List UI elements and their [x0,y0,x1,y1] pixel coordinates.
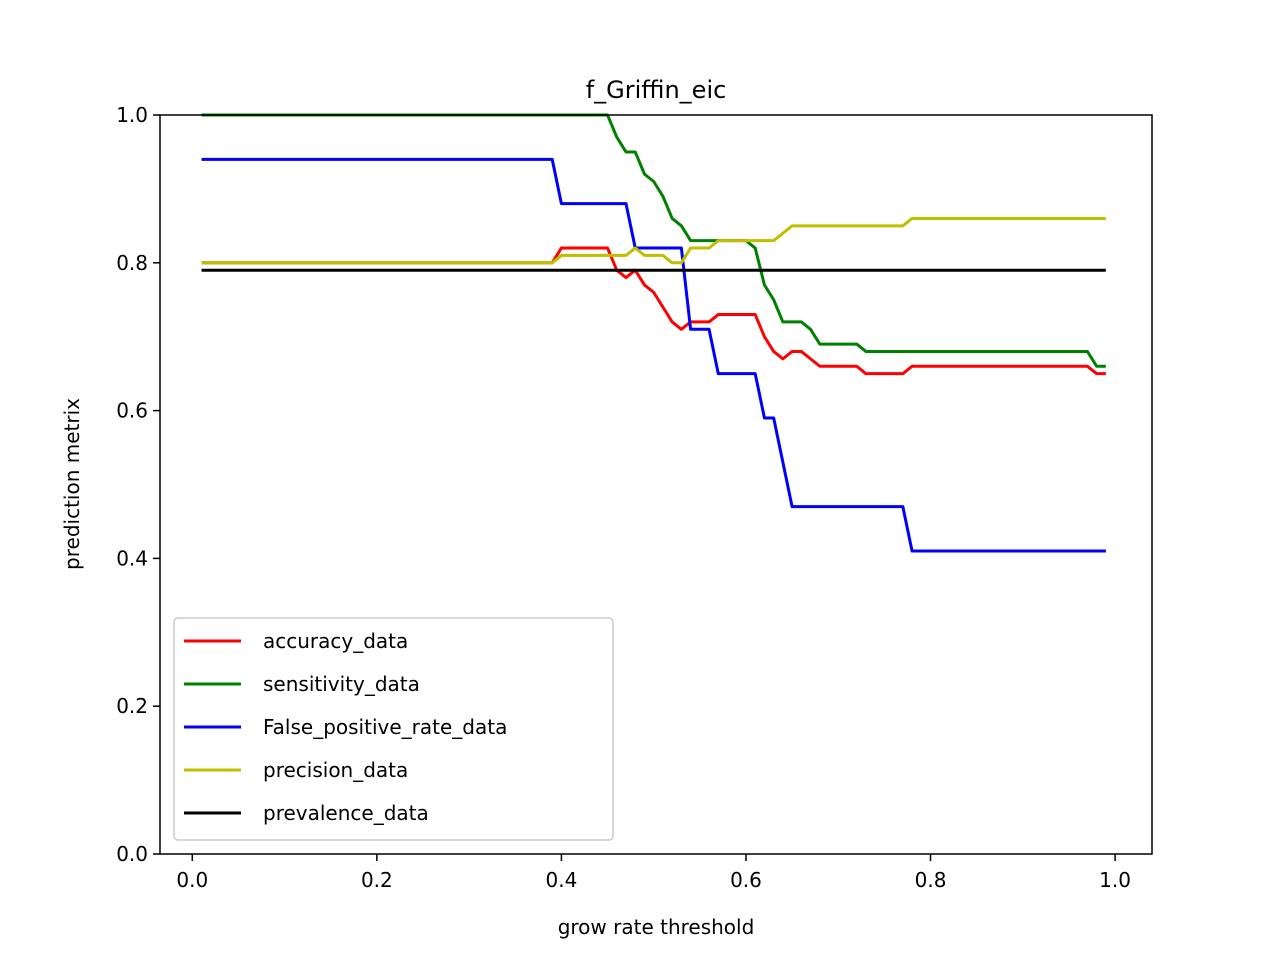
y-tick-label: 0.6 [116,399,148,423]
legend-label: sensitivity_data [263,672,420,696]
series-line-2 [201,157,1106,553]
y-tick-label: 1.0 [116,103,148,127]
chart-title: f_Griffin_eic [586,76,727,104]
legend-frame [173,617,614,841]
legend: accuracy_data sensitivity_data False_posit… [173,617,614,841]
x-axis-label: grow rate threshold [558,915,755,939]
y-tick-label: 0.0 [116,842,148,866]
x-tick-label: 0.2 [361,868,393,892]
series-line-3 [201,216,1106,265]
y-axis: 0.0 0.2 0.4 0.6 0.8 1.0 [116,103,160,866]
series-line-1 [201,113,1106,368]
y-tick-label: 0.8 [116,251,148,275]
legend-label: prevalence_data [263,801,429,825]
series-layer [201,113,1106,553]
x-tick-label: 0.0 [176,868,208,892]
x-tick-label: 0.6 [730,868,762,892]
x-tick-label: 0.8 [915,868,947,892]
legend-label: False_positive_rate_data [263,715,507,739]
y-tick-label: 0.2 [116,694,148,718]
x-axis: 0.0 0.2 0.4 0.6 0.8 1.0 [176,854,1131,892]
plot-frame [159,114,1153,855]
y-axis-label: prediction metrix [60,398,84,570]
x-tick-label: 0.4 [546,868,578,892]
x-tick-label: 1.0 [1099,868,1131,892]
series-line-0 [201,246,1106,376]
y-tick-label: 0.4 [116,546,148,570]
legend-label: accuracy_data [263,629,408,653]
legend-label: precision_data [263,758,408,782]
